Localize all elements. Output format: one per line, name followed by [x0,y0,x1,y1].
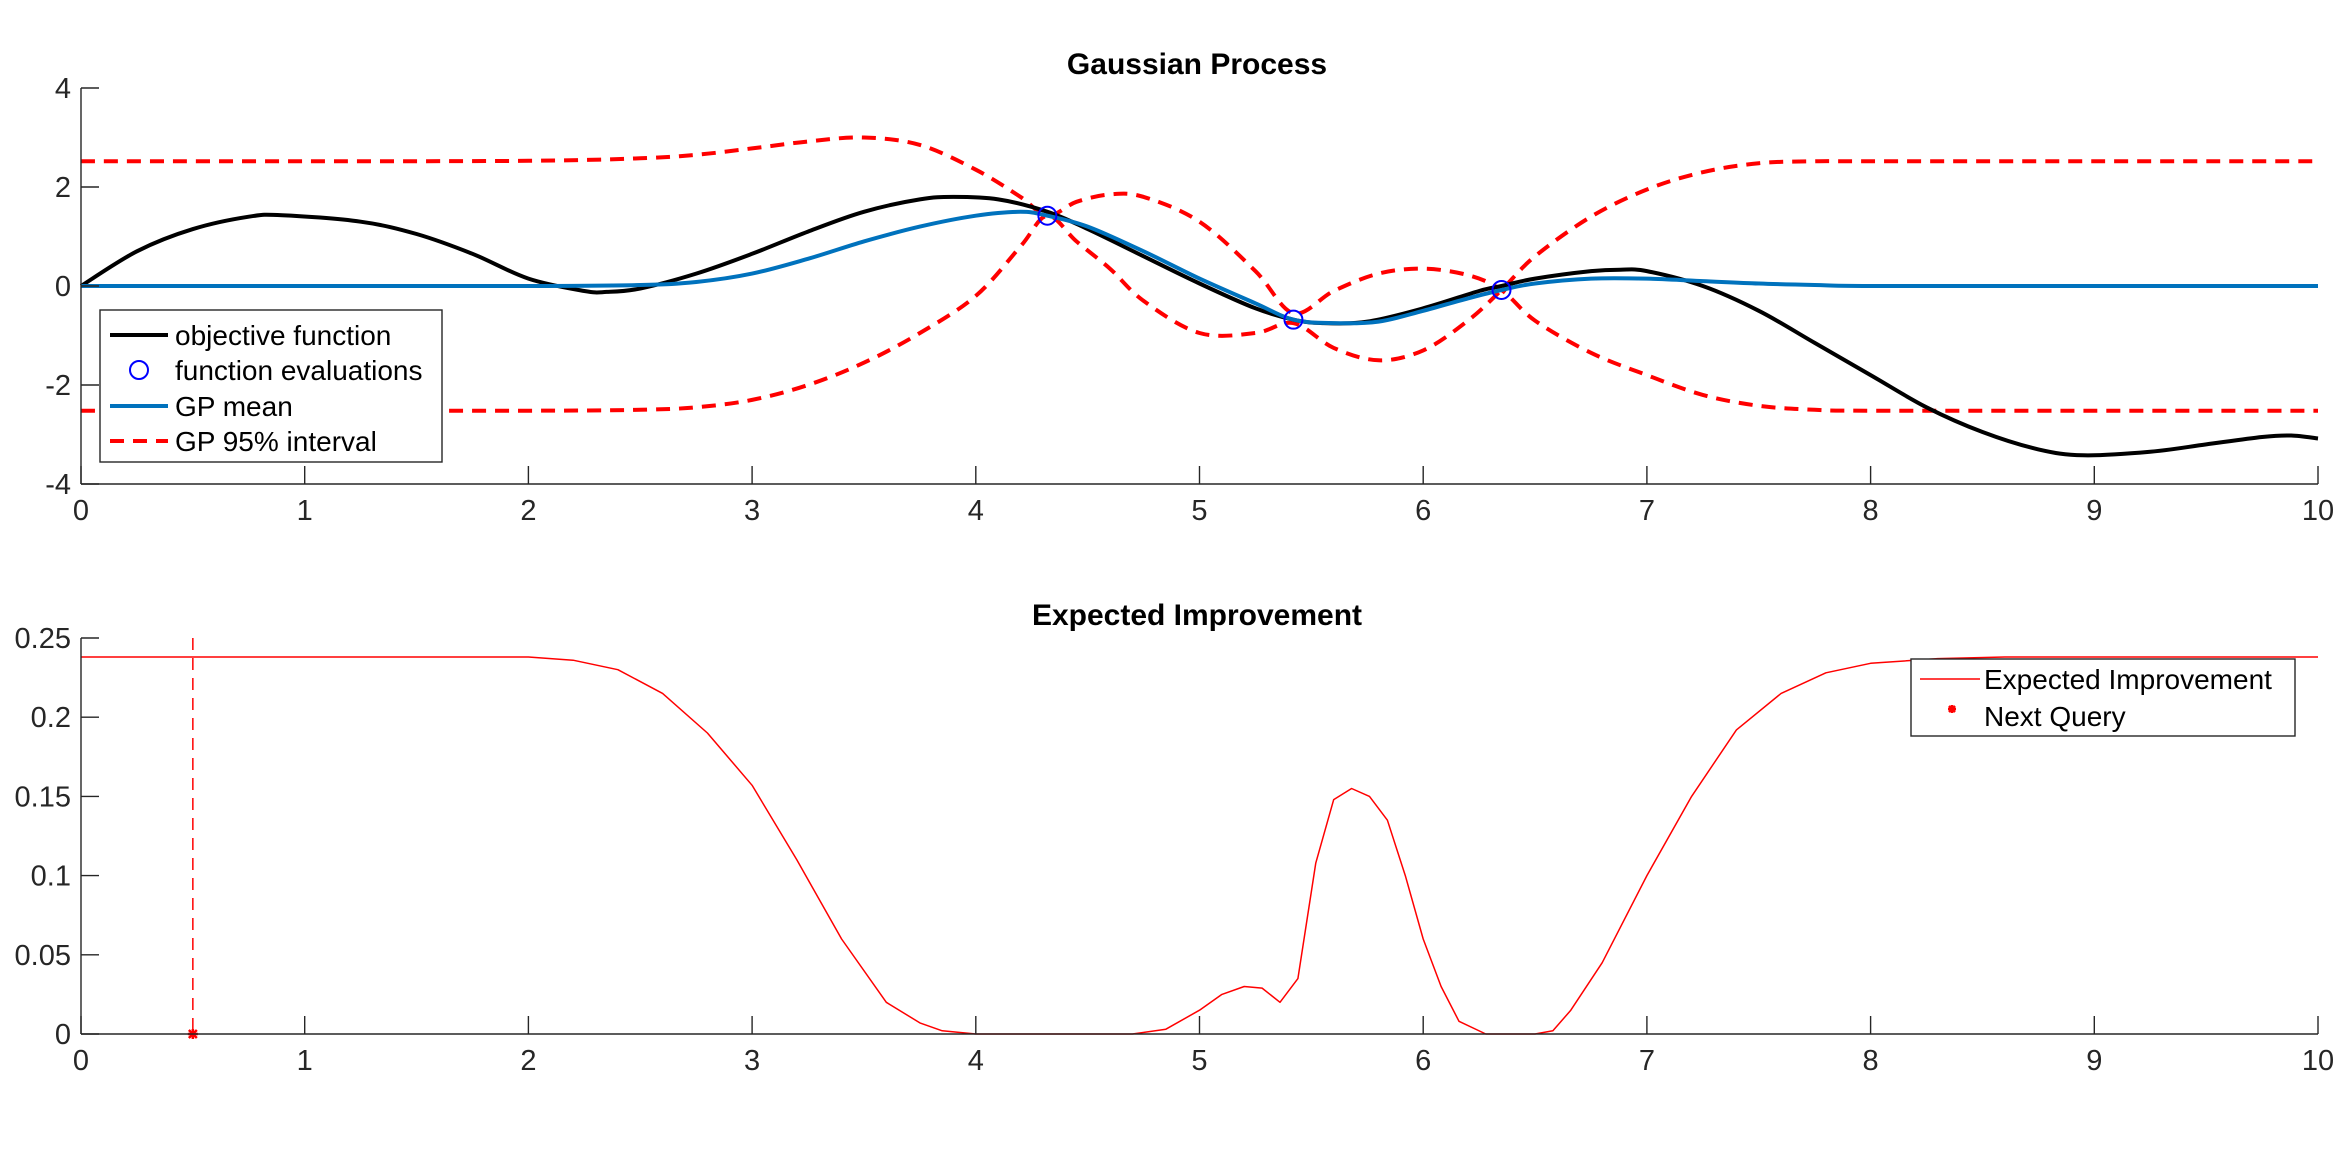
gp-plot-series [79,135,2319,458]
series-line-expected-improvement [81,656,2318,1035]
x-tick-label: 0 [73,495,89,527]
x-tick-label: 4 [968,495,984,527]
x-tick-label: 2 [520,1045,536,1077]
x-tick-label: 2 [520,495,536,527]
gp-plot-title: Gaussian Process [1067,48,1327,81]
data-point-function-evaluations [1283,309,1304,330]
legend-label-function-evaluations: function evaluations [175,355,423,386]
y-tick-label: 0.05 [15,940,71,972]
legend-swatch-next-query [1948,705,1956,713]
x-tick-label: 7 [1639,495,1655,527]
data-point-function-evaluations [1037,205,1058,226]
x-tick-label: 0 [73,1045,89,1077]
y-tick-label: -2 [45,370,71,402]
series-line-series-4 [80,159,2318,413]
x-tick-label: 1 [297,495,313,527]
ei-plot-title: Expected Improvement [1032,599,1362,632]
x-tick-label: 4 [968,1045,984,1077]
x-tick-label: 6 [1415,1045,1431,1077]
y-tick-label: 0.2 [31,702,71,734]
y-tick-label: 0.25 [15,623,71,655]
legend-label-gp-interval: GP 95% interval [175,426,377,457]
y-tick-label: 2 [55,172,71,204]
x-tick-label: 1 [297,1045,313,1077]
gp-legend: objective function function evaluations … [99,309,443,463]
x-tick-label: 8 [1863,1045,1879,1077]
legend-label-gp-mean: GP mean [175,391,293,422]
ei-plot-ticks: 0 1 2 3 4 5 6 7 8 9 10 0.25 0.2 0.15 0.1 0.05 0 [15,623,2335,1077]
x-tick-label: 8 [1863,495,1879,527]
series-line-gp-95-interval [81,135,2318,413]
ei-legend-box [1910,658,2296,737]
y-tick-label: 0.1 [31,861,71,893]
expected-improvement-plot: Expected Improvement 0 1 2 3 4 5 6 7 8 9 10 0.25 0.2… [15,599,2335,1077]
x-tick-label: 3 [744,495,760,527]
legend-label-next-query: Next Query [1984,701,2126,732]
gp-plot-ticks: 0 1 2 3 4 5 6 7 8 9 10 4 2 0 -2 -4 [45,73,2334,527]
x-tick-label: 9 [2086,1045,2102,1077]
data-point-function-evaluations [1491,279,1512,300]
legend-label-expected-improvement: Expected Improvement [1984,664,2272,695]
x-tick-label: 5 [1191,1045,1207,1077]
gaussian-process-plot: Gaussian Process 0 1 2 3 4 5 6 7 8 9 10 4 2 0 -2 -4 obj… [45,48,2334,527]
legend-swatch-function-evaluations [129,360,149,380]
x-tick-label: 7 [1639,1045,1655,1077]
legend-label-objective-function: objective function [175,320,391,351]
x-tick-label: 5 [1191,495,1207,527]
y-tick-label: 0 [55,1019,71,1051]
y-tick-label: 4 [55,73,71,105]
series-line-gp-mean [80,209,2318,326]
ei-legend: Expected Improvement Next Query [1910,658,2296,737]
y-tick-label: -4 [45,469,71,501]
y-tick-label: 0 [55,271,71,303]
y-tick-label: 0.15 [15,781,71,813]
x-tick-label: 9 [2086,495,2102,527]
series-line-objective-function [79,194,2319,458]
x-tick-label: 10 [2302,495,2334,527]
x-tick-label: 6 [1415,495,1431,527]
x-tick-label: 3 [744,1045,760,1077]
x-tick-label: 10 [2302,1045,2334,1077]
